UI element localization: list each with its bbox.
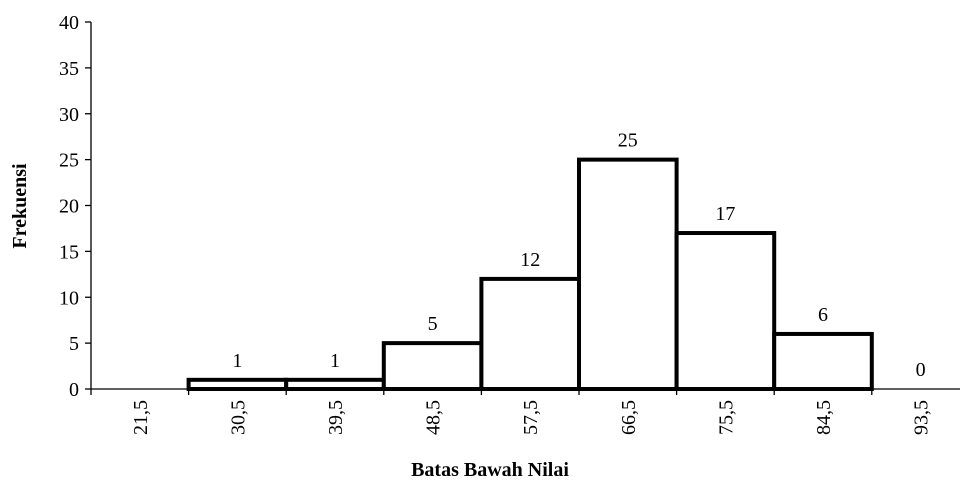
histogram-bar <box>186 377 289 392</box>
x-tick-label: 30,5 <box>227 400 249 435</box>
y-tick-label: 0 <box>69 379 79 401</box>
bar-data-label: 17 <box>715 203 735 225</box>
bar-data-label: 1 <box>330 350 340 372</box>
bar-data-label: 5 <box>428 313 438 335</box>
y-tick-label: 10 <box>59 287 79 309</box>
x-axis-title: Batas Bawah Nilai <box>411 459 569 480</box>
bar-data-label: 1 <box>232 350 242 372</box>
y-tick-label: 35 <box>59 58 79 80</box>
labels-layer: 1 1 5 12 25 17 6 0 <box>232 130 925 381</box>
x-tick-label: 75,5 <box>715 400 737 435</box>
histogram-bar <box>772 331 874 392</box>
bar-data-label: 0 <box>916 359 926 381</box>
y-tick-label: 40 <box>59 12 79 34</box>
x-tick-label: 66,5 <box>618 400 640 435</box>
y-tick-label: 5 <box>69 333 79 355</box>
bar-data-label: 6 <box>818 304 828 326</box>
y-tick-label: 20 <box>59 196 79 218</box>
histogram-bar <box>674 231 777 391</box>
histogram-bar <box>284 377 386 392</box>
x-tick-label: 21,5 <box>130 400 152 435</box>
y-tick-label: 15 <box>59 241 79 263</box>
bars-layer <box>186 157 874 392</box>
y-axis-title: Frekuensi <box>9 163 31 249</box>
x-tick-label: 84,5 <box>813 400 835 435</box>
bar-data-label: 25 <box>618 130 638 152</box>
histogram-bar <box>381 341 484 391</box>
x-tick-label: 57,5 <box>520 400 542 435</box>
x-tick-label: 48,5 <box>423 400 445 435</box>
y-tick-label: 25 <box>59 150 79 172</box>
histogram-bar <box>479 276 581 391</box>
histogram-bar <box>577 157 679 391</box>
x-tick-label: 39,5 <box>325 400 347 435</box>
x-tick-label: 93,5 <box>911 400 933 435</box>
bar-data-label: 12 <box>520 249 540 271</box>
y-tick-label: 30 <box>59 104 79 126</box>
